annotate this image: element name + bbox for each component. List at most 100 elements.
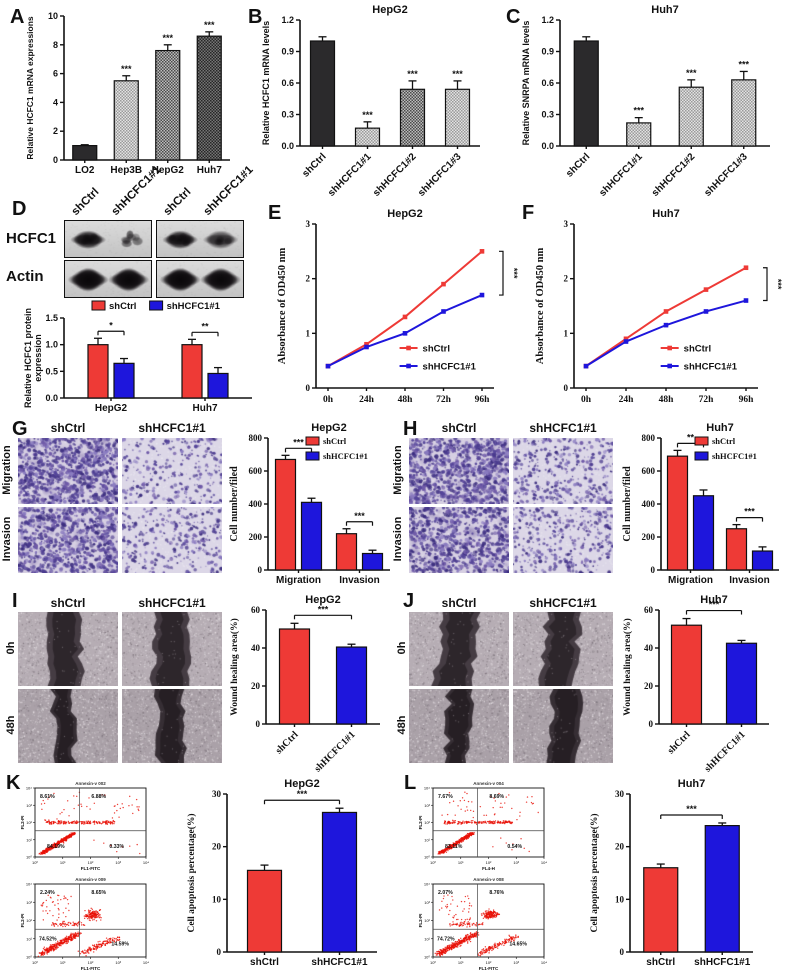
panel-d-label: D: [12, 198, 27, 220]
svg-text:Invasion: Invasion: [339, 575, 380, 586]
svg-text:Migration: Migration: [668, 575, 713, 586]
svg-text:10³: 10³: [115, 860, 121, 865]
chart-cell-number-huh7: 0 200 400 600 800 Huh7 Cell number/filed ** Migr…: [621, 420, 783, 588]
svg-text:10²: 10²: [424, 918, 430, 923]
svg-text:400: 400: [249, 499, 263, 509]
svg-text:***: ***: [297, 789, 308, 799]
column-header-shhcfc1: shHCFC1#1: [529, 421, 597, 435]
svg-text:shHCFC1#1: shHCFC1#1: [423, 362, 477, 373]
svg-text:10⁰: 10⁰: [32, 960, 38, 965]
blot-image-actin-huh7: [157, 261, 243, 297]
svg-text:Relative HCFC1 protein: Relative HCFC1 protein: [23, 308, 33, 408]
svg-text:***: ***: [709, 600, 720, 610]
svg-text:***: ***: [121, 64, 132, 74]
svg-text:10: 10: [212, 894, 222, 904]
svg-text:FL2-PI: FL2-PI: [20, 914, 25, 928]
svg-text:shHCFC1#1: shHCFC1#1: [313, 729, 358, 774]
svg-text:3: 3: [306, 219, 311, 229]
svg-text:0h: 0h: [581, 395, 592, 405]
svg-text:10⁰: 10⁰: [430, 860, 436, 865]
svg-text:7.67%: 7.67%: [438, 794, 453, 800]
svg-text:**: **: [201, 321, 209, 331]
western-blot-actin-huh7: [156, 260, 244, 298]
svg-text:600: 600: [642, 466, 656, 476]
svg-text:10¹: 10¹: [424, 837, 430, 842]
svg-text:Huh7: Huh7: [651, 4, 679, 16]
svg-text:HepG2: HepG2: [284, 778, 319, 790]
panel-k-label: K: [6, 772, 21, 794]
panel-i-label: I: [12, 590, 18, 612]
svg-text:600: 600: [249, 466, 263, 476]
blot-row-label-actin: Actin: [6, 268, 44, 285]
svg-text:200: 200: [642, 532, 656, 542]
svg-text:10⁰: 10⁰: [424, 855, 430, 860]
panel-b: B 0.0 0.3 0.6 0.9 1.2 HepG2 Relative HCFC1 mRN…: [240, 0, 490, 199]
row-label-48h: 48h: [5, 715, 17, 735]
svg-text:Cell apoptosis percentage(%): Cell apoptosis percentage(%): [186, 813, 197, 932]
row-label-48h: 48h: [396, 715, 408, 735]
micrograph-wound-48h-shhcfc1: [513, 689, 613, 763]
svg-text:shHCFC1#1: shHCFC1#1: [694, 957, 751, 968]
svg-text:***: ***: [452, 69, 463, 79]
micrograph-invasion-shctrl: [18, 507, 118, 573]
svg-text:***: ***: [318, 604, 329, 614]
svg-text:0.0: 0.0: [45, 393, 58, 403]
svg-text:72h: 72h: [699, 395, 715, 405]
svg-text:*: *: [109, 320, 113, 330]
micrograph-wound-0h-shhcfc1: [513, 612, 613, 686]
svg-text:200: 200: [249, 532, 263, 542]
svg-text:0.6: 0.6: [281, 78, 294, 88]
row-label-invasion: Invasion: [392, 516, 404, 562]
svg-text:10⁰: 10⁰: [26, 955, 32, 960]
panel-f: F 0 1 2 3 Huh7 Absorbance of OD450 nm 0h 24h 48h…: [520, 196, 785, 418]
svg-text:10¹: 10¹: [424, 936, 430, 941]
western-blot-actin-hepg2: [64, 260, 152, 298]
micrograph-invasion-shctrl: [409, 507, 509, 573]
svg-text:10: 10: [615, 894, 625, 904]
chart-hcfc1-mrna-cell-lines: 0 2 4 6 8 10 Relative HCFC1 mRNA expressions LO…: [24, 4, 236, 180]
svg-text:24h: 24h: [359, 395, 375, 405]
svg-text:Huh7: Huh7: [700, 594, 728, 606]
svg-text:***: ***: [354, 511, 365, 521]
svg-text:74.52%: 74.52%: [39, 936, 57, 942]
chart-apoptosis-huh7: 0 10 20 30 Huh7 Cell apoptosis percentage(%) s…: [588, 776, 783, 974]
svg-text:1.2: 1.2: [281, 15, 294, 25]
svg-text:0h: 0h: [323, 395, 334, 405]
svg-text:30: 30: [615, 789, 625, 799]
svg-text:Annexin-v 009: Annexin-v 009: [75, 877, 106, 882]
svg-text:0: 0: [651, 565, 656, 575]
svg-text:84.19%: 84.19%: [47, 844, 65, 850]
svg-text:10¹: 10¹: [60, 960, 66, 965]
svg-text:Relative SNRPA mRNA levels: Relative SNRPA mRNA levels: [521, 21, 531, 146]
svg-text:0: 0: [256, 719, 261, 729]
panel-c-label: C: [506, 6, 521, 28]
svg-text:10¹: 10¹: [458, 860, 464, 865]
svg-text:10²: 10²: [26, 820, 32, 825]
svg-text:1.2: 1.2: [541, 15, 554, 25]
svg-text:10¹: 10¹: [26, 837, 32, 842]
svg-text:800: 800: [249, 433, 263, 443]
panel-k: K Annexin-v 002 10⁰ 10⁰ 10¹ 10¹ 10² 10² 10³ 10³ 1…: [0, 772, 400, 977]
svg-text:***: ***: [509, 268, 519, 279]
chart-cck8-hepg2: 0 1 2 3 HepG2 Absorbance of OD450 nm 0h 24h 48h 7…: [276, 204, 520, 414]
svg-text:0.5: 0.5: [45, 366, 58, 376]
panel-c: C 0.0 0.3 0.6 0.9 1.2 Huh7 Relative SNRPA mRNA…: [490, 0, 785, 199]
micrograph-migration-shctrl: [18, 438, 118, 504]
svg-text:Absorbance of OD450 nm: Absorbance of OD450 nm: [535, 248, 546, 365]
svg-text:10¹: 10¹: [26, 936, 32, 941]
chart-cck8-huh7: 0 1 2 3 Huh7 Absorbance of OD450 nm 0h 24h 48h 72…: [534, 204, 784, 414]
svg-text:2: 2: [564, 274, 569, 284]
svg-text:10⁰: 10⁰: [26, 855, 32, 860]
svg-text:shCtrl: shCtrl: [564, 151, 592, 179]
svg-text:30: 30: [212, 789, 222, 799]
svg-text:shHCFC1#1: shHCFC1#1: [597, 151, 645, 196]
column-header-shctrl: shCtrl: [441, 421, 477, 435]
svg-text:96h: 96h: [739, 395, 755, 405]
svg-text:96h: 96h: [475, 395, 491, 405]
svg-text:14.65%: 14.65%: [509, 941, 527, 947]
svg-text:10³: 10³: [26, 803, 32, 808]
panel-g-label: G: [12, 418, 28, 440]
svg-text:shCtrl: shCtrl: [646, 957, 675, 968]
chart-hcfc1-protein: 0.0 0.5 1.0 1.5 Relative HCFC1 protein expres…: [22, 298, 258, 414]
svg-text:Relative HCFC1 mRNA expression: Relative HCFC1 mRNA expressions: [25, 16, 35, 160]
